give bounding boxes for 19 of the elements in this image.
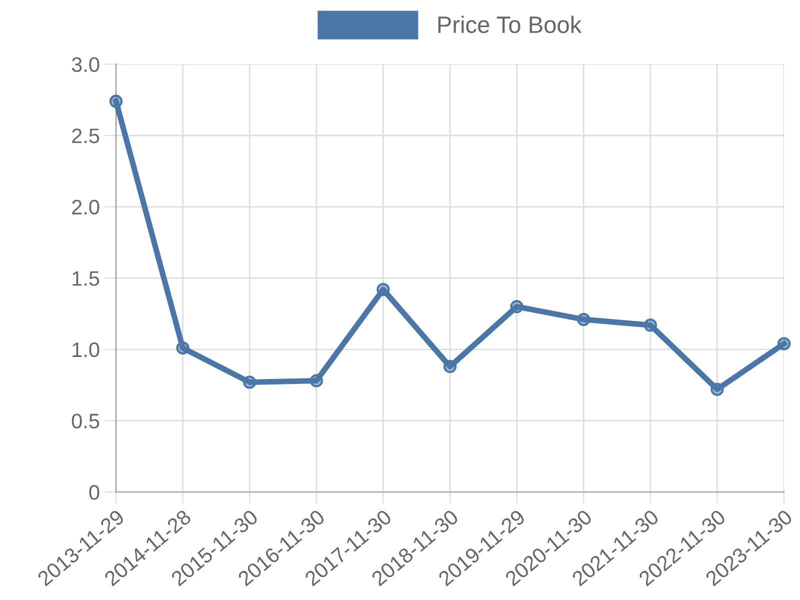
y-tick-label: 1.5 (72, 271, 100, 286)
y-tick-label: 0.5 (72, 414, 100, 428)
point (510, 300, 524, 314)
point (376, 282, 390, 296)
y-tick-label: 2.5 (72, 128, 100, 144)
point (644, 318, 657, 332)
point (176, 341, 190, 355)
y-tick-label: 3.0 (72, 57, 100, 72)
point (310, 374, 323, 388)
legend-label: Price To Book (438, 16, 582, 34)
point (243, 376, 256, 389)
point (777, 337, 791, 350)
point (577, 312, 590, 326)
point (710, 382, 724, 396)
y-tick-label: 0 (89, 485, 100, 500)
y-tick-label: 2.0 (72, 200, 100, 215)
point (443, 360, 457, 374)
y-tick-label: 1.0 (72, 342, 100, 358)
point (109, 94, 123, 108)
